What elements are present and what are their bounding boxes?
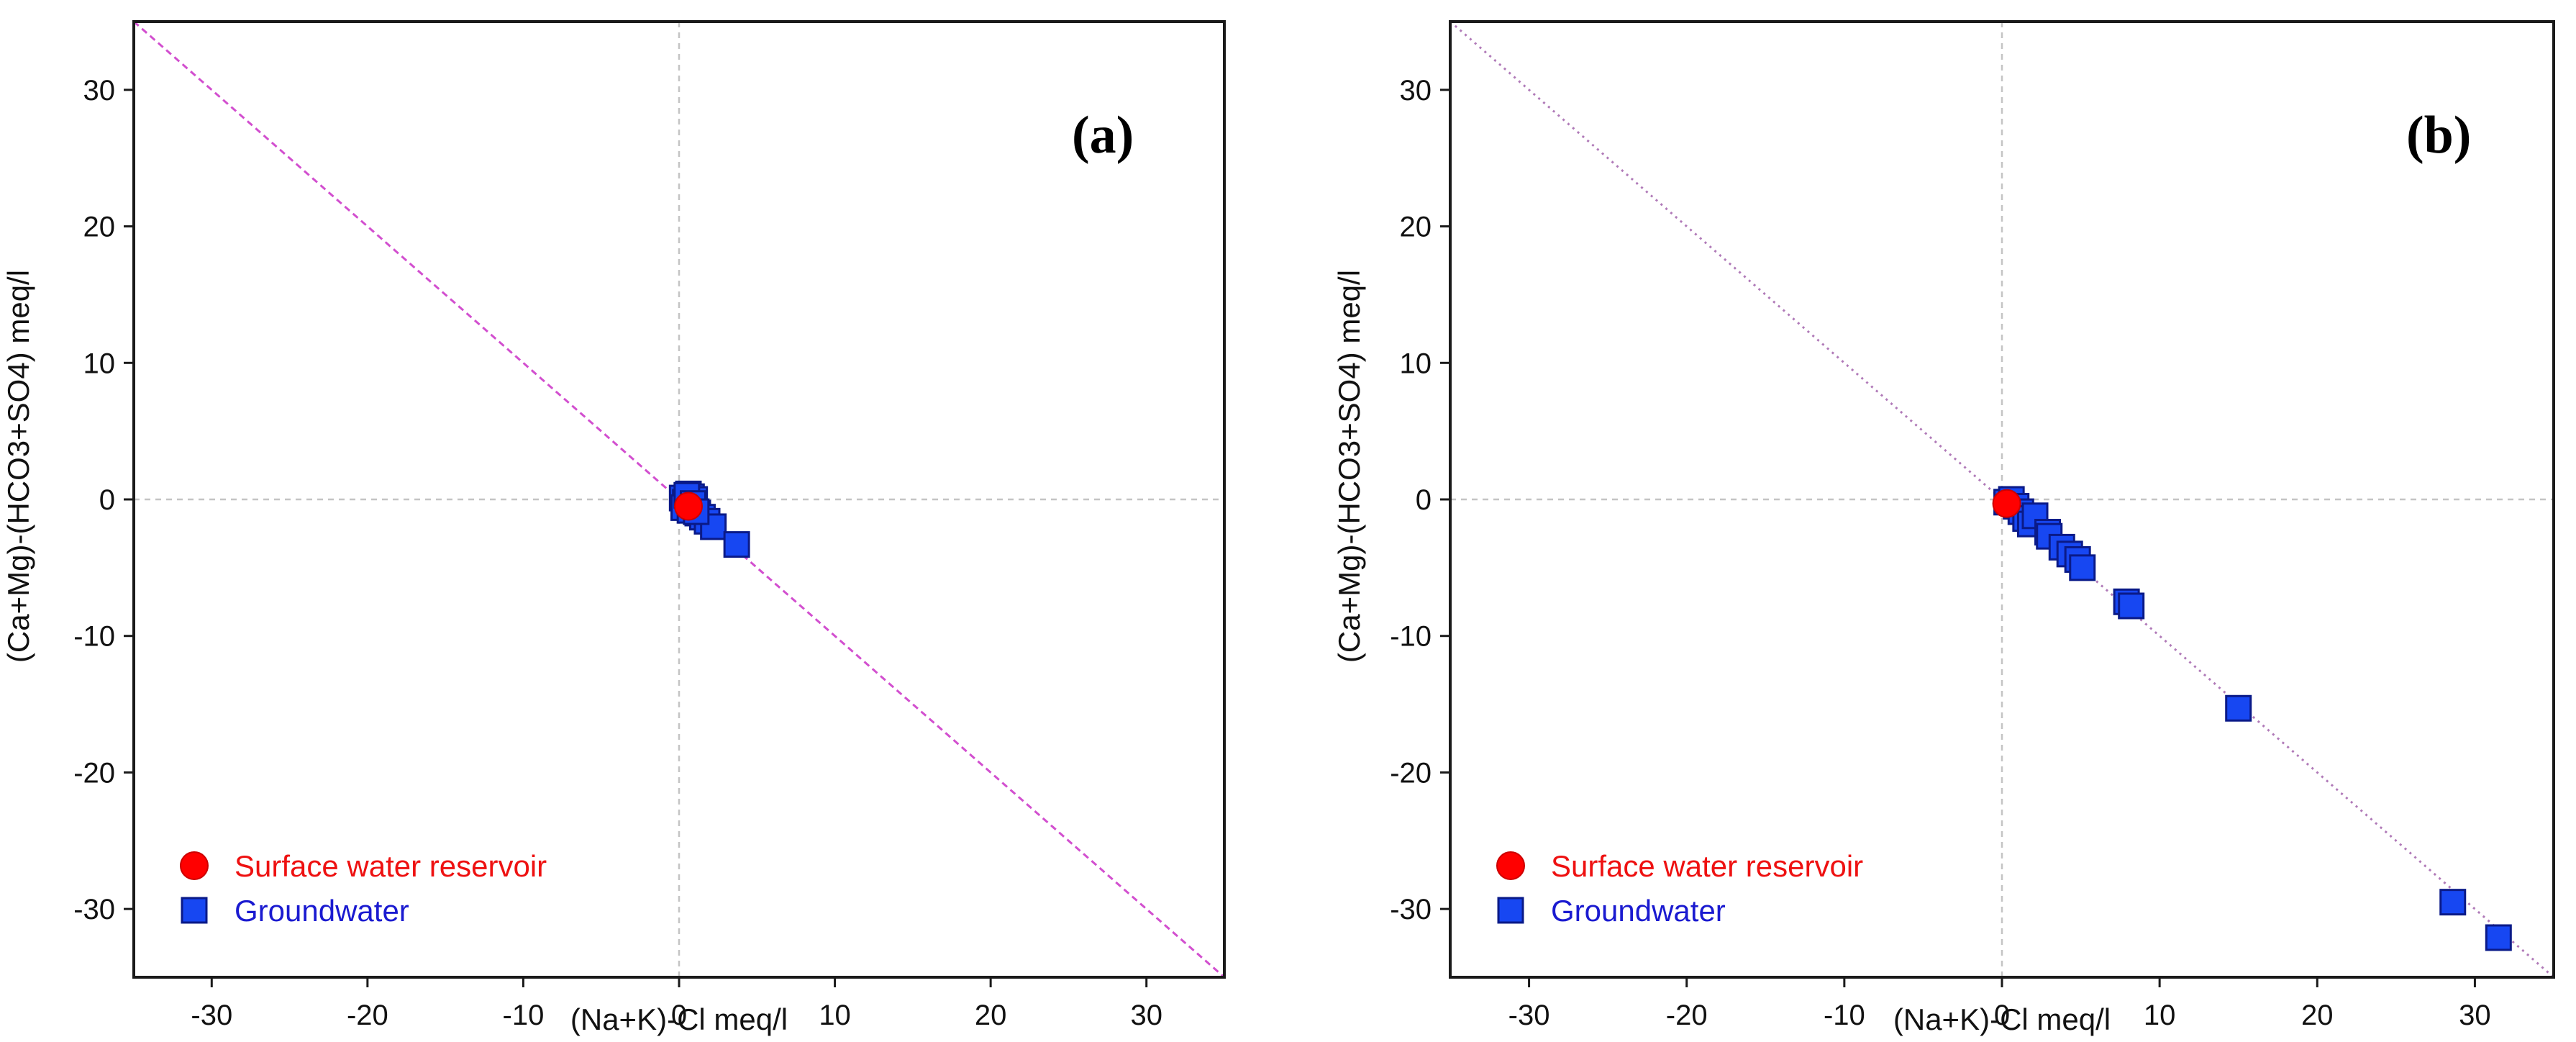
y-tick-label-b: 0: [1416, 484, 1432, 516]
y-tick-label-a: 10: [83, 348, 116, 379]
x-tick-label-a: -30: [191, 1000, 232, 1031]
x-tick-label-b: -30: [1508, 1000, 1550, 1031]
x-tick-label-b: -10: [1824, 1000, 1865, 1031]
y-axis-label-a: (Ca+Mg)-(HCO3+SO4) meq/l: [1, 270, 35, 663]
y-tick-label-a: 30: [83, 75, 116, 107]
x-tick-label-a: 10: [819, 1000, 851, 1031]
x-tick-label-a: -10: [503, 1000, 545, 1031]
x-tick-label-b: -20: [1666, 1000, 1708, 1031]
legend-marker-surface-b: [1496, 851, 1525, 880]
panel-b: (Na+K)-Cl meq/l (Ca+Mg)-(HCO3+SO4) meq/l…: [1332, 20, 2555, 1036]
y-axis-label-b: (Ca+Mg)-(HCO3+SO4) meq/l: [1332, 270, 1366, 663]
groundwater-point-b: [2225, 694, 2252, 722]
y-tick-label-a: 0: [99, 484, 115, 516]
panel-label-b: (b): [2406, 106, 2471, 165]
x-tick-label-b: 20: [2301, 1000, 2334, 1031]
y-tick-label-b: -10: [1390, 621, 1432, 653]
y-tick-label-b: -20: [1390, 757, 1432, 789]
groundwater-point-b: [2439, 889, 2467, 916]
x-tick-label-b: 10: [2144, 1000, 2176, 1031]
legend-label-groundwater-b: Groundwater: [1551, 894, 1726, 928]
legend-marker-groundwater-a: [181, 897, 208, 924]
legend-marker-surface-a: [180, 851, 209, 880]
y-tick-label-b: -30: [1390, 894, 1432, 925]
y-tick-label-b: 20: [1400, 212, 1432, 243]
surface-water-point-b: [1992, 489, 2021, 518]
y-tick-label-a: -30: [73, 894, 115, 925]
y-tick-label-a: 20: [83, 212, 116, 243]
panel-label-a: (a): [1072, 106, 1134, 165]
x-tick-label-b: 0: [1994, 1000, 2010, 1031]
x-axis-label-b: (Na+K)-Cl meq/l: [1893, 1002, 2111, 1036]
y-tick-label-b: 10: [1400, 348, 1432, 379]
x-axis-label-a: (Na+K)-Cl meq/l: [570, 1002, 788, 1036]
legend-label-surface-b: Surface water reservoir: [1551, 849, 1863, 883]
y-tick-label-a: -20: [73, 757, 115, 789]
surface-water-point-a: [673, 491, 703, 521]
groundwater-point-b: [2069, 554, 2096, 581]
legend-marker-groundwater-b: [1497, 897, 1524, 924]
legend-label-surface-a: Surface water reservoir: [235, 849, 547, 883]
x-tick-label-b: 30: [2459, 1000, 2491, 1031]
x-tick-label-a: 30: [1130, 1000, 1162, 1031]
groundwater-point-a: [723, 531, 750, 558]
x-tick-label-a: 0: [671, 1000, 687, 1031]
panel-a: (Na+K)-Cl meq/l (Ca+Mg)-(HCO3+SO4) meq/l…: [1, 20, 1226, 1036]
legend-label-groundwater-a: Groundwater: [235, 894, 409, 928]
y-tick-label-a: -10: [73, 621, 115, 653]
groundwater-point-b: [2118, 592, 2145, 620]
groundwater-point-b: [2485, 924, 2512, 951]
groundwater-point-a: [700, 513, 727, 540]
x-tick-label-a: -20: [347, 1000, 388, 1031]
x-tick-label-a: 20: [975, 1000, 1007, 1031]
y-tick-label-b: 30: [1400, 75, 1432, 107]
